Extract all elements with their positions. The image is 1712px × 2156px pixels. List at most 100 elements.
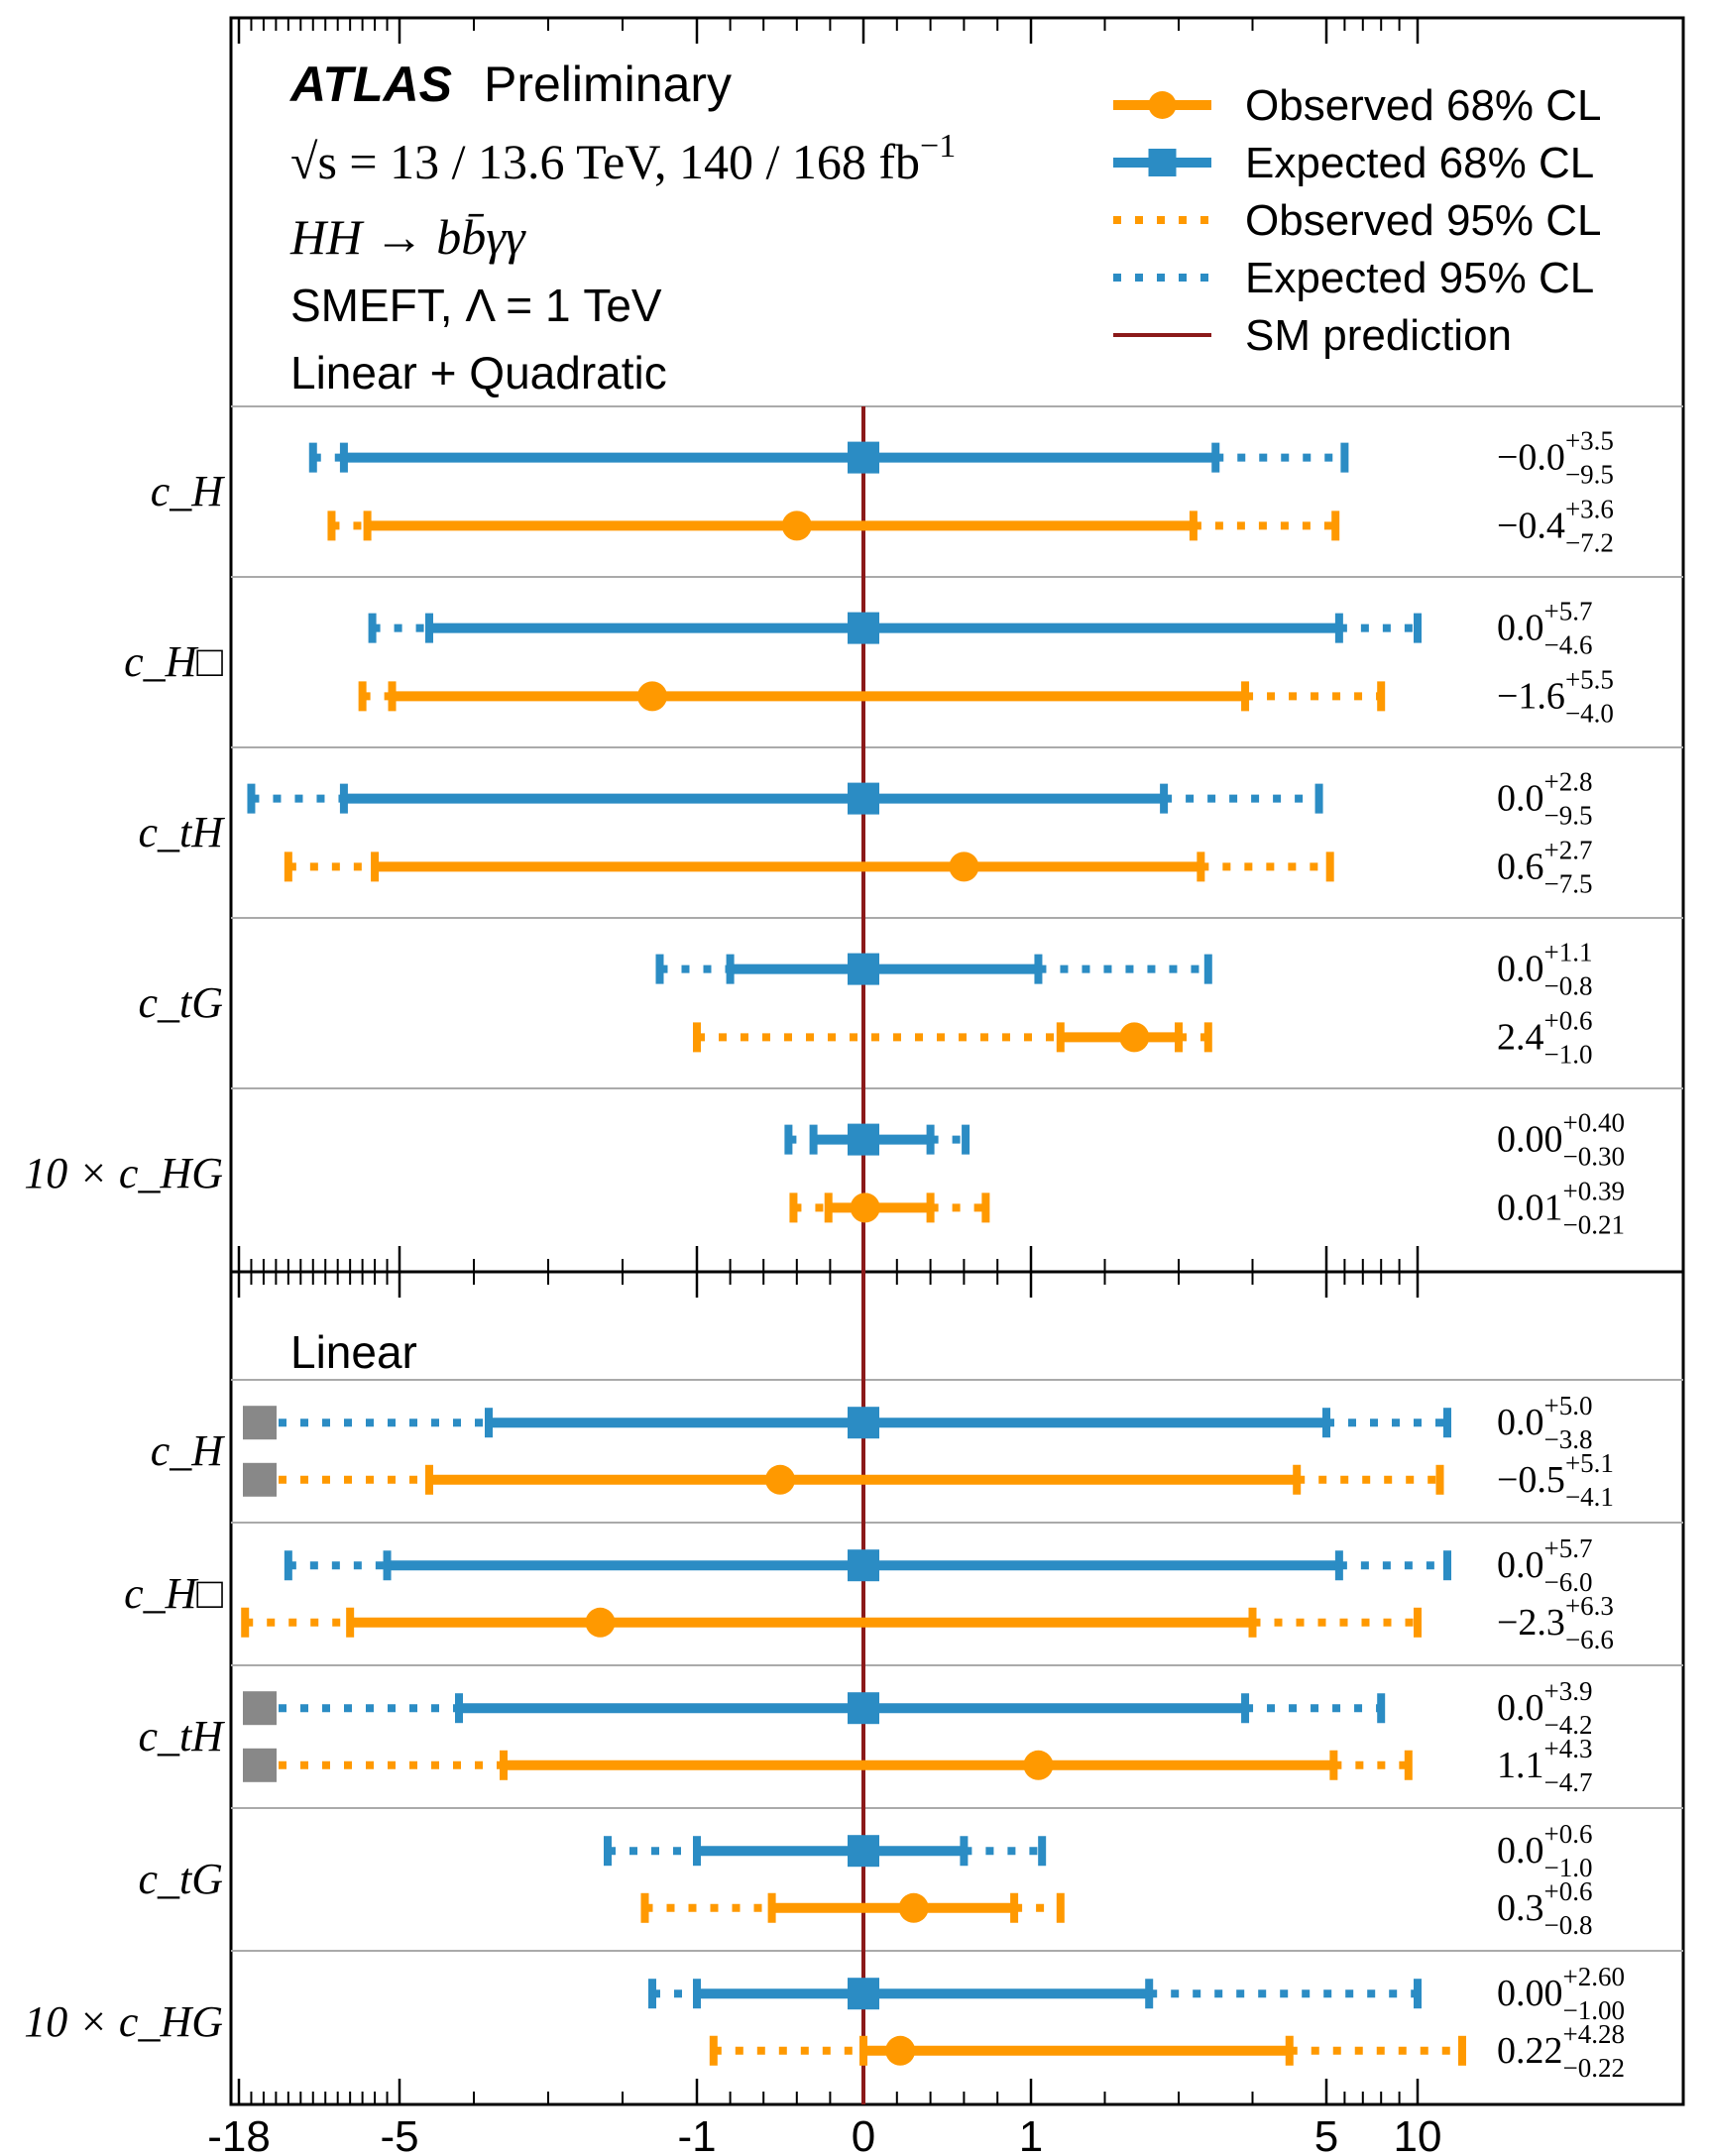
value-label: −6.0 [1544,1567,1593,1597]
value-label: 0.00+2.60 [1497,1962,1625,2014]
value-label: −9.5 [1544,801,1593,831]
value-label: −0.5+5.1 [1497,1448,1614,1501]
smeft-label: SMEFT, Λ = 1 TeV [290,280,662,331]
value-label: −4.7 [1544,1767,1593,1797]
value-label: −7.5 [1544,868,1593,898]
value-label: 0.0+1.1 [1497,938,1592,990]
value-label: 0.22+4.28 [1497,2019,1625,2072]
central-marker [949,851,979,882]
parameter-label: c_H□ [124,637,223,686]
central-marker [585,1607,616,1638]
parameter-label: c_tG [138,978,223,1027]
value-label: 1.1+4.3 [1497,1734,1592,1786]
value-label: −3.8 [1544,1424,1593,1454]
value-label: −7.2 [1565,527,1614,557]
central-marker [848,1407,879,1439]
central-marker [848,1692,879,1725]
parameter-label: c_H [151,1426,226,1475]
central-marker [765,1464,795,1495]
preliminary-label: Preliminary [484,57,732,112]
central-marker [848,1835,879,1868]
value-label: −0.8 [1544,971,1593,1001]
energy-label: √s = 13 / 13.6 TeV, 140 / 168 fb−1 [290,128,956,189]
parameter-label: c_tG [138,1855,223,1903]
central-marker [781,511,812,541]
value-label: −1.00 [1563,1995,1625,2025]
value-label: −0.30 [1563,1142,1625,1172]
x-axis-ticks [237,18,1420,2104]
central-marker [848,1978,879,2010]
value-label: 0.0+5.7 [1497,597,1592,649]
value-label: −6.6 [1565,1625,1614,1654]
value-label: −0.8 [1544,1910,1593,1940]
value-label: 0.6+2.7 [1497,835,1592,887]
value-label: −4.2 [1544,1710,1593,1740]
value-label: −0.21 [1563,1209,1625,1239]
x-tick-label: 5 [1314,2112,1338,2156]
central-marker [848,1549,879,1582]
x-tick-label: -1 [677,2112,716,2156]
legend-label: Observed 95% CL [1245,196,1602,245]
legend: Observed 68% CL Expected 68% CL Observed 9… [1113,81,1602,360]
value-label: 0.01+0.39 [1497,1176,1625,1228]
value-label: −0.4+3.6 [1497,494,1614,546]
central-marker [1119,1022,1150,1053]
central-marker [885,2035,916,2066]
central-marker [848,441,879,474]
x-tick-label: 0 [852,2112,875,2156]
value-label: 0.0+2.8 [1497,767,1592,820]
central-marker [637,681,667,712]
truncated-marker [243,1406,277,1440]
parameter-label: 10 × c_HG [24,1149,223,1197]
value-label: −2.3+6.3 [1497,1591,1614,1644]
bottom-panel-frame [229,1270,1685,2106]
central-marker [848,612,879,644]
value-label: −4.1 [1565,1482,1614,1512]
bottom-panel-label: Linear [290,1326,417,1378]
legend-label: Observed 68% CL [1245,81,1602,130]
central-marker [850,1192,880,1223]
x-tick-label: 1 [1019,2112,1043,2156]
parameter-label: c_H□ [124,1569,223,1618]
central-marker [848,953,879,985]
value-label: −1.0 [1544,1853,1593,1882]
x-tick-label: -5 [380,2112,418,2156]
central-marker [848,782,879,815]
value-label: 0.3+0.6 [1497,1876,1592,1929]
atlas-label: ATLAS [288,57,452,112]
central-marker [898,1892,929,1923]
value-label: 0.0+0.6 [1497,1819,1592,1872]
legend-label: Expected 68% CL [1245,139,1594,187]
process-label: HH → bb̄γγ [289,209,526,265]
parameter-labels: c_H c_H□ c_tH c_tG 10 × c_HG c_H c_H□ c_tH c_tG 1… [24,467,225,2046]
parameter-label: 10 × c_HG [24,1997,223,2046]
truncated-marker [243,1748,277,1782]
parameter-label: c_tH [138,808,225,856]
value-label: 0.00+0.40 [1497,1108,1625,1161]
truncated-marker [243,1462,277,1497]
central-marker [848,1123,879,1156]
legend-label: Expected 95% CL [1245,254,1594,302]
legend-label: SM prediction [1245,311,1512,360]
value-label: −0.0+3.5 [1497,426,1614,479]
value-label: 0.0+5.0 [1497,1391,1592,1443]
value-label: −9.5 [1565,460,1614,490]
value-label: −0.22 [1563,2053,1625,2083]
top-panel-label: Linear + Quadratic [290,347,667,398]
central-marker [1023,1750,1054,1780]
value-label: −1.0 [1544,1039,1593,1069]
x-tick-label: 10 [1394,2112,1442,2156]
interval-bars [241,441,1466,2066]
parameter-label: c_tH [138,1712,225,1760]
value-label: 0.0+5.7 [1497,1533,1592,1586]
parameter-label: c_H [151,467,226,515]
value-label: −4.0 [1565,698,1614,728]
value-label: −4.6 [1544,630,1593,660]
value-labels: −0.0+3.5−9.5−0.4+3.6−7.20.0+5.7−4.6−1.6+… [1497,426,1625,2083]
legend-marker [1148,149,1177,176]
x-axis-tick-labels: -18 -5 -1 0 1 5 10 [207,2112,1441,2156]
separators [231,405,1683,1952]
truncated-marker [243,1691,277,1726]
value-label: −1.6+5.5 [1497,664,1614,717]
